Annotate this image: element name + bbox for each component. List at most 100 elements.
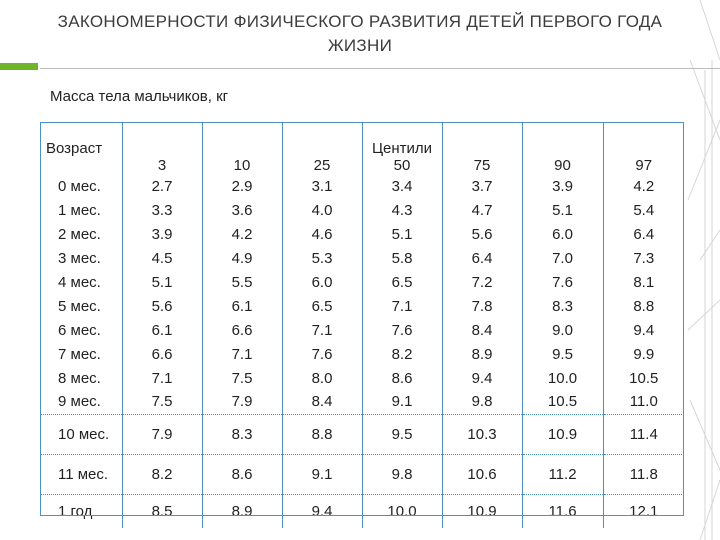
- percentile-header: Центили 50: [362, 122, 443, 174]
- percentile-10: 10: [233, 157, 251, 174]
- value-cell: 9.1: [282, 454, 363, 495]
- value-cell: 5.3: [282, 246, 363, 270]
- age-cell: 9 мес.: [40, 390, 123, 415]
- value-cell: 3.4: [362, 174, 443, 198]
- value-cell: 5.6: [122, 294, 203, 318]
- value-cell: 2.7: [122, 174, 203, 198]
- value-cell: 5.5: [202, 270, 283, 294]
- value-cell: 7.1: [202, 342, 283, 366]
- value-cell: 4.7: [442, 198, 523, 222]
- value-cell: 4.2: [202, 222, 283, 246]
- value-cell: 6.0: [282, 270, 363, 294]
- table-row: 6 мес. 6.1 6.6 7.1 7.6 8.4 9.0 9.4: [40, 318, 684, 342]
- table-row: 11 мес. 8.2 8.6 9.1 9.8 10.6 11.2 11.8: [40, 454, 684, 495]
- value-cell: 8.8: [633, 297, 655, 315]
- value-cell: 7.6: [282, 342, 363, 366]
- age-cell: 6 мес.: [40, 318, 123, 342]
- table-row: 7 мес. 6.6 7.1 7.6 8.2 8.9 9.5 9.9: [40, 342, 684, 366]
- value-cell: 7.1: [122, 366, 203, 390]
- age-cell: 8 мес.: [40, 366, 123, 390]
- value-cell: 8.0: [282, 366, 363, 390]
- value-cell: 9.4: [282, 494, 363, 528]
- value-cell: 4.0: [282, 198, 363, 222]
- value-cell: 7.8: [442, 294, 523, 318]
- value-cell: 7.5: [122, 390, 203, 415]
- value-cell: 6.6: [122, 342, 203, 366]
- value-cell: 9.9: [633, 345, 655, 363]
- age-cell: 3 мес.: [40, 246, 123, 270]
- value-cell: 4.2: [633, 177, 655, 195]
- percentile-header: 10: [202, 122, 283, 174]
- value-cell: 7.3: [633, 249, 655, 267]
- value-cell: 11.4: [603, 414, 684, 455]
- value-cell: 7.1: [362, 294, 443, 318]
- value-cell: 6.0: [522, 222, 604, 246]
- table-row: 1 год 8.5 8.9 9.4 10.0 10.9 11.6 12.1: [40, 494, 684, 528]
- value-cell: 10.5: [629, 369, 659, 387]
- value-cell: 8.2: [122, 454, 203, 495]
- percentile-header: 90: [522, 122, 604, 174]
- value-cell: 6.1: [122, 318, 203, 342]
- value-cell: 6.6: [202, 318, 283, 342]
- value-cell: 7.9: [202, 390, 283, 415]
- value-cell: 6.5: [282, 294, 363, 318]
- age-cell: 10 мес.: [40, 414, 123, 455]
- value-cell: 8.5: [122, 494, 203, 528]
- value-cell: 5.1: [522, 198, 604, 222]
- value-cell: 9.4: [633, 321, 655, 339]
- percentile-25: 25: [313, 157, 331, 174]
- value-cell: 8.6: [202, 454, 283, 495]
- table-subtitle: Масса тела мальчиков, кг: [50, 88, 229, 105]
- value-cell: 6.4: [633, 225, 655, 243]
- value-cell: 8.3: [522, 294, 604, 318]
- percentile-header: 3: [122, 122, 203, 174]
- value-cell: 9.5: [522, 342, 604, 366]
- value-cell: 5.4: [633, 201, 655, 219]
- value-cell: 8.9: [442, 342, 523, 366]
- table-row: 0 мес. 2.7 2.9 3.1 3.4 3.7 3.9 4.2: [40, 174, 684, 198]
- value-cell: 7.1: [282, 318, 363, 342]
- age-cell: 1 год: [40, 494, 123, 528]
- value-cell: 5.1: [122, 270, 203, 294]
- percentile-header: 97: [603, 122, 684, 174]
- accent-bar: [0, 63, 38, 70]
- value-cell: 4.5: [122, 246, 203, 270]
- value-cell: 10.3: [442, 414, 523, 455]
- value-cell: 11.0: [603, 390, 684, 415]
- value-cell: 8.4: [282, 390, 363, 415]
- age-column-header: Возраст: [40, 122, 123, 174]
- percentile-50: 50: [393, 157, 411, 174]
- table-row: 1 мес. 3.3 3.6 4.0 4.3 4.7 5.1 5.4: [40, 198, 684, 222]
- value-cell: 10.9: [522, 414, 604, 455]
- value-cell: 9.5: [362, 414, 443, 455]
- value-cell: 8.2: [362, 342, 443, 366]
- value-cell: 6.1: [202, 294, 283, 318]
- value-cell: 10.9: [442, 494, 523, 528]
- value-cell: 7.9: [122, 414, 203, 455]
- value-cell: 10.5: [522, 390, 604, 415]
- value-cell: 7.2: [442, 270, 523, 294]
- percentile-group-header: Центили: [371, 140, 433, 157]
- value-cell: 5.6: [442, 222, 523, 246]
- value-cell: 7.6: [362, 318, 443, 342]
- value-cell: 7.5: [202, 366, 283, 390]
- age-cell: 5 мес.: [40, 294, 123, 318]
- value-cell: 7.6: [522, 270, 604, 294]
- value-cell: 8.6: [362, 366, 443, 390]
- header-row: Возраст 3 10 25 Центили 50 75 90 97: [40, 122, 684, 174]
- value-cell: 5.8: [362, 246, 443, 270]
- value-cell: 9.8: [442, 390, 523, 415]
- age-cell: 0 мес.: [40, 174, 123, 198]
- value-cell: 11.8: [603, 454, 684, 495]
- value-cell: 9.0: [522, 318, 604, 342]
- value-cell: 6.5: [362, 270, 443, 294]
- percentile-table: Возраст 3 10 25 Центили 50 75 90 97 0 ме…: [40, 122, 684, 528]
- value-cell: 4.6: [282, 222, 363, 246]
- value-cell: 3.6: [202, 198, 283, 222]
- value-cell: 10.6: [442, 454, 523, 495]
- value-cell: 5.1: [362, 222, 443, 246]
- table-row: 9 мес. 7.5 7.9 8.4 9.1 9.8 10.5 11.0: [40, 390, 684, 415]
- value-cell: 4.3: [362, 198, 443, 222]
- percentile-3: 3: [157, 157, 167, 174]
- value-cell: 9.1: [362, 390, 443, 415]
